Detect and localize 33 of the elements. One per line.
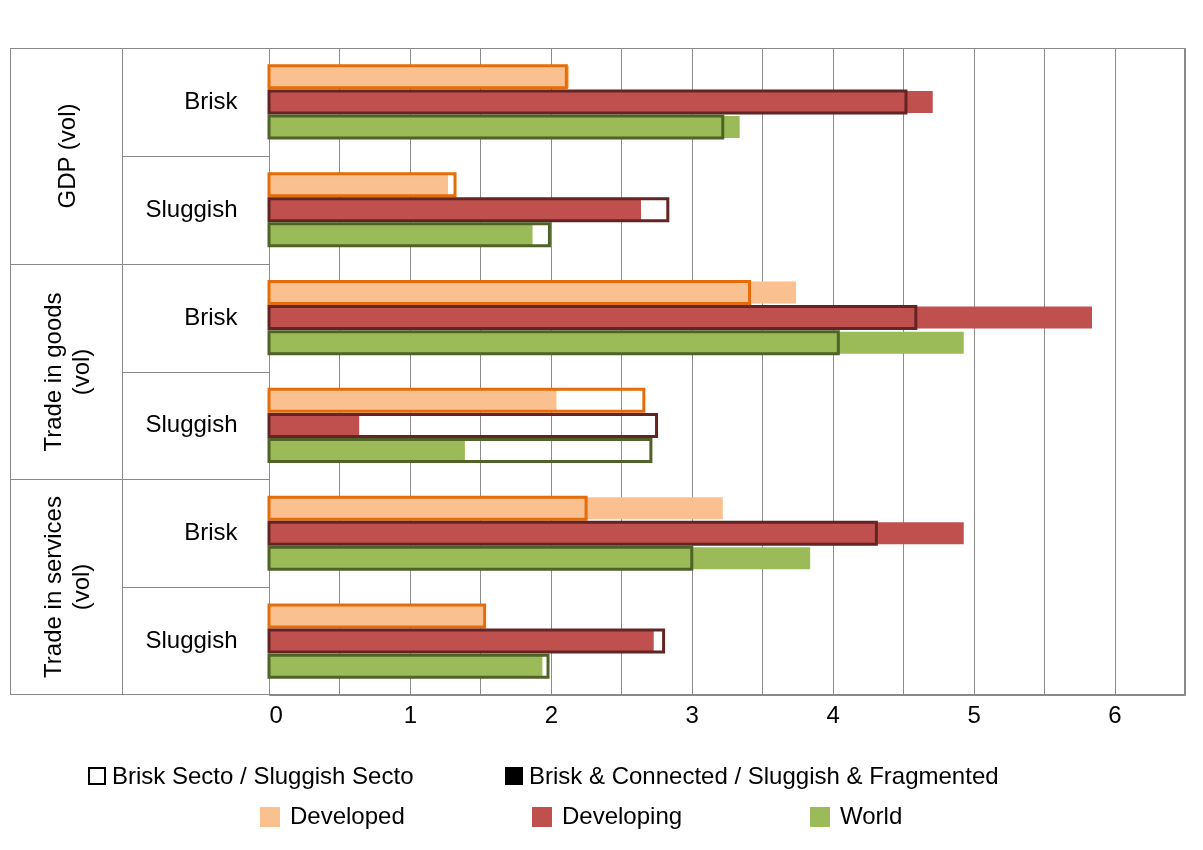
text: Trade in services (vol) xyxy=(38,495,95,681)
y-tick-label: Sluggish xyxy=(145,410,238,438)
bar xyxy=(267,222,551,248)
legend-label: Developed xyxy=(290,802,405,829)
x-tick-label: 2 xyxy=(544,700,559,728)
y-tick-label: Brisk xyxy=(184,86,239,114)
bar xyxy=(267,520,878,546)
bar xyxy=(267,305,918,331)
x-tick-label: 3 xyxy=(685,700,699,728)
bar xyxy=(267,495,588,521)
text: Brisk & Connected / Sluggish & Fragmented xyxy=(529,762,999,790)
bar xyxy=(267,545,694,571)
legend-label: Developing xyxy=(562,802,683,829)
bar xyxy=(267,197,670,223)
y-tick-label: Sluggish xyxy=(145,194,238,222)
x-tick-label: 6 xyxy=(1108,700,1122,728)
x-tick-label: 5 xyxy=(967,700,981,728)
bar xyxy=(267,172,457,198)
text: Brisk Secto / Sluggish Secto xyxy=(112,762,414,790)
y-tick-label: Brisk xyxy=(184,302,239,330)
y-tick-label: Sluggish xyxy=(145,626,238,654)
text: Trade in goods (vol) xyxy=(38,290,95,454)
bar xyxy=(267,279,752,306)
bar xyxy=(267,412,659,438)
bar xyxy=(267,387,646,413)
x-tick-label: 0 xyxy=(269,700,283,728)
y-tick-label: Brisk xyxy=(184,518,239,546)
legend-label: World xyxy=(840,802,903,829)
bar xyxy=(267,330,840,356)
bar xyxy=(267,437,653,464)
text: GDP (vol) xyxy=(52,102,82,211)
x-tick-label: 1 xyxy=(403,700,418,728)
x-tick-label: 4 xyxy=(826,700,840,728)
